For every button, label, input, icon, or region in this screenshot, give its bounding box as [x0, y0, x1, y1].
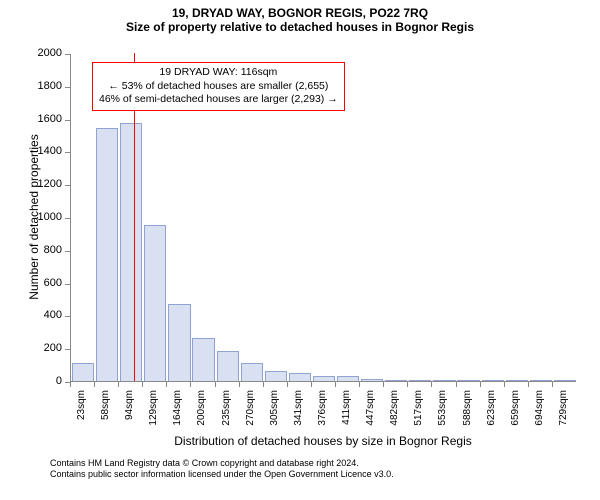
x-tick [118, 382, 119, 387]
attribution-line2: Contains public sector information licen… [50, 469, 394, 480]
y-tick-label: 1400 [28, 145, 62, 157]
histogram-bar [144, 225, 166, 381]
x-tick [552, 382, 553, 387]
histogram-bar [530, 380, 552, 381]
annotation-line3: 46% of semi-detached houses are larger (… [99, 93, 338, 107]
histogram-bar [482, 380, 504, 381]
x-tick-label: 58sqm [100, 390, 111, 440]
y-tick-label: 1600 [28, 113, 62, 125]
x-tick [431, 382, 432, 387]
x-tick-label: 341sqm [293, 390, 304, 440]
x-tick-label: 482sqm [389, 390, 400, 440]
y-tick [65, 120, 70, 121]
histogram-bar [265, 371, 287, 381]
annotation-line1: 19 DRYAD WAY: 116sqm [99, 66, 338, 80]
page-title: 19, DRYAD WAY, BOGNOR REGIS, PO22 7RQ [0, 0, 600, 20]
x-tick-label: 447sqm [365, 390, 376, 440]
x-tick [239, 382, 240, 387]
histogram-bar [385, 380, 407, 381]
x-tick-label: 588sqm [462, 390, 473, 440]
x-tick-label: 517sqm [413, 390, 424, 440]
x-tick-label: 94sqm [124, 390, 135, 440]
y-tick-label: 0 [28, 375, 62, 387]
y-tick [65, 87, 70, 88]
histogram-bar [289, 373, 311, 381]
x-tick [480, 382, 481, 387]
x-tick [504, 382, 505, 387]
y-tick-label: 1000 [28, 211, 62, 223]
x-tick [528, 382, 529, 387]
histogram-bar [457, 380, 479, 381]
y-tick-label: 600 [28, 277, 62, 289]
x-tick-label: 553sqm [437, 390, 448, 440]
marker-annotation: 19 DRYAD WAY: 116sqm ← 53% of detached h… [92, 62, 345, 111]
annotation-line2: ← 53% of detached houses are smaller (2,… [99, 80, 338, 94]
y-tick [65, 284, 70, 285]
x-tick [383, 382, 384, 387]
x-tick [335, 382, 336, 387]
histogram-bar [217, 351, 239, 381]
histogram-bar [409, 380, 431, 381]
y-tick [65, 349, 70, 350]
x-tick-label: 659sqm [510, 390, 521, 440]
x-tick [263, 382, 264, 387]
x-tick-label: 694sqm [534, 390, 545, 440]
y-tick [65, 54, 70, 55]
y-tick-label: 1200 [28, 178, 62, 190]
x-tick-label: 200sqm [196, 390, 207, 440]
y-tick-label: 800 [28, 244, 62, 256]
y-tick [65, 316, 70, 317]
y-tick-label: 400 [28, 309, 62, 321]
histogram-bar [168, 304, 190, 381]
x-tick [359, 382, 360, 387]
x-tick [287, 382, 288, 387]
histogram-bar [554, 380, 576, 381]
y-tick [65, 185, 70, 186]
page-subtitle: Size of property relative to detached ho… [0, 20, 600, 34]
attribution-text: Contains HM Land Registry data © Crown c… [50, 458, 394, 481]
y-tick-label: 1800 [28, 80, 62, 92]
x-tick [407, 382, 408, 387]
x-tick-label: 235sqm [221, 390, 232, 440]
histogram-bar [192, 338, 214, 381]
x-tick [142, 382, 143, 387]
attribution-line1: Contains HM Land Registry data © Crown c… [50, 458, 394, 469]
y-tick-label: 2000 [28, 47, 62, 59]
histogram-bar [361, 379, 383, 381]
y-tick [65, 218, 70, 219]
histogram-bar [506, 380, 528, 381]
x-tick-label: 129sqm [148, 390, 159, 440]
y-tick [65, 251, 70, 252]
x-tick-label: 729sqm [558, 390, 569, 440]
x-tick [215, 382, 216, 387]
x-tick-label: 376sqm [317, 390, 328, 440]
histogram-bar [72, 363, 94, 381]
x-tick-label: 164sqm [172, 390, 183, 440]
x-tick [456, 382, 457, 387]
x-tick-label: 270sqm [245, 390, 256, 440]
histogram-bar [313, 376, 335, 381]
x-tick [166, 382, 167, 387]
histogram-bar [337, 376, 359, 381]
x-tick [94, 382, 95, 387]
x-tick-label: 23sqm [76, 390, 87, 440]
x-tick-label: 411sqm [341, 390, 352, 440]
x-tick-label: 623sqm [486, 390, 497, 440]
histogram-bar [96, 128, 118, 381]
histogram-bar [241, 363, 263, 381]
x-tick [70, 382, 71, 387]
x-tick [311, 382, 312, 387]
histogram-bar [120, 123, 142, 381]
y-tick-label: 200 [28, 342, 62, 354]
y-tick [65, 152, 70, 153]
histogram-bar [433, 380, 455, 381]
x-tick [190, 382, 191, 387]
x-tick-label: 305sqm [269, 390, 280, 440]
